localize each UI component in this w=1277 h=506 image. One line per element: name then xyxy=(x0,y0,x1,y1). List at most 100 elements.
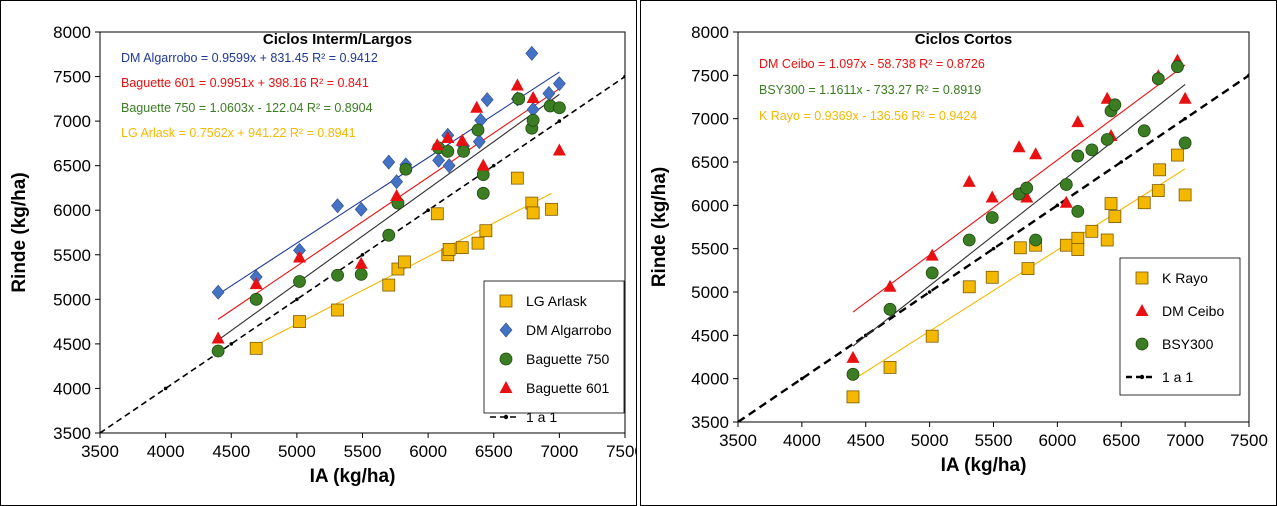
one-to-one-point xyxy=(229,342,234,346)
data-point-k-rayo xyxy=(846,390,860,404)
data-point-baguette-750 xyxy=(441,145,455,158)
legend-label: K Rayo xyxy=(1162,270,1208,286)
regression-equation: Baguette 601 = 0.9951x + 398.16 R² = 0.8… xyxy=(121,76,369,90)
data-point-bsy300 xyxy=(846,367,860,381)
data-point-lg-arlask xyxy=(455,241,469,255)
legend-marker-baguette-750 xyxy=(499,352,513,366)
data-point-baguette-601 xyxy=(390,188,404,201)
data-point-k-rayo xyxy=(1137,196,1151,210)
data-point-lg-arlask xyxy=(471,236,485,250)
data-point-bsy300 xyxy=(1100,133,1114,146)
data-point-k-rayo xyxy=(962,280,976,294)
y-tick-label: 7000 xyxy=(53,112,91,131)
data-point-dm-algarrobo xyxy=(442,158,456,174)
regression-equation: DM Algarrobo = 0.9599x + 831.45 R² = 0.9… xyxy=(121,51,378,65)
y-tick-label: 4500 xyxy=(691,326,729,345)
regression-equation: DM Ceibo = 1.097x - 58.738 R² = 0.8726 xyxy=(759,57,985,71)
data-point-bsy300 xyxy=(1171,60,1184,74)
one-to-one-point xyxy=(426,208,430,213)
data-point-dm-ceibo xyxy=(1178,91,1192,104)
data-point-dm-algarrobo xyxy=(472,134,486,150)
data-point-k-rayo xyxy=(1085,224,1099,238)
legend-label: DM Algarrobo xyxy=(526,322,612,338)
series-baguette-750 xyxy=(211,92,566,358)
x-tick-label: 7500 xyxy=(606,442,636,461)
data-point-dm-ceibo xyxy=(985,190,999,203)
data-point-bsy300 xyxy=(1071,204,1085,218)
regression-equation: K Rayo = 0.9369x - 136.56 R² = 0.9424 xyxy=(759,109,977,123)
data-point-dm-algarrobo xyxy=(382,154,396,170)
data-point-bsy300 xyxy=(1178,136,1192,150)
data-point-bsy300 xyxy=(883,302,897,316)
data-point-dm-algarrobo xyxy=(480,92,494,108)
data-point-baguette-601 xyxy=(293,250,306,263)
data-point-dm-ceibo xyxy=(1071,115,1085,128)
data-point-bsy300 xyxy=(1085,143,1099,157)
series-baguette-601 xyxy=(211,78,566,344)
data-point-dm-ceibo xyxy=(883,279,897,292)
data-point-baguette-750 xyxy=(552,101,566,115)
y-tick-label: 7500 xyxy=(53,68,91,87)
data-point-baguette-750 xyxy=(293,275,306,288)
y-tick-label: 5000 xyxy=(53,290,91,309)
data-point-k-rayo xyxy=(1108,210,1122,224)
regression-equation: Baguette 750 = 1.0603x - 122.04 R² = 0.8… xyxy=(121,101,373,115)
one-to-one-point xyxy=(800,376,804,381)
one-to-one-point xyxy=(991,246,996,251)
one-to-one-series xyxy=(738,73,1249,422)
data-point-dm-algarrobo xyxy=(211,284,225,300)
legend-marker-one-to-one-dot xyxy=(1139,374,1145,380)
data-point-dm-ceibo xyxy=(1012,140,1026,153)
x-axis: 3500 4000 4500 5000 5500 6000 6500 7000 7500 xyxy=(81,433,636,461)
data-point-bsy300 xyxy=(962,233,976,247)
series-k-rayo xyxy=(846,148,1192,404)
data-point-baguette-601 xyxy=(430,138,444,151)
data-point-k-rayo xyxy=(1178,188,1192,202)
data-point-baguette-750 xyxy=(471,123,485,137)
data-point-baguette-750 xyxy=(211,344,225,358)
y-tick-label: 6500 xyxy=(53,157,91,176)
y-axis-title: Rinde (kg/ha) xyxy=(649,167,670,287)
y-tick-label: 5000 xyxy=(691,283,729,302)
y-axis-title: Rinde (kg/ha) xyxy=(9,172,30,292)
x-tick-label: 3500 xyxy=(719,431,757,450)
data-point-lg-arlask xyxy=(545,202,558,216)
one-to-one-point xyxy=(557,119,562,123)
data-point-baguette-601 xyxy=(441,131,455,144)
data-point-k-rayo xyxy=(1071,231,1085,245)
chart-title: Ciclos Interm/Largos xyxy=(263,31,412,48)
data-point-dm-algarrobo xyxy=(552,76,566,92)
x-tick-label: 6500 xyxy=(475,442,513,461)
data-point-k-rayo xyxy=(883,360,897,374)
data-point-k-rayo xyxy=(1104,197,1118,211)
data-point-lg-arlask xyxy=(430,207,444,221)
data-point-lg-arlask xyxy=(479,224,493,238)
legend-marker-dm-algarrobo xyxy=(499,322,513,338)
one-to-one-point xyxy=(1247,73,1249,78)
x-tick-label: 4500 xyxy=(212,442,250,461)
data-point-lg-arlask xyxy=(442,243,456,256)
x-tick-label: 6000 xyxy=(409,442,447,461)
y-axis: 3500 4000 4500 5000 5500 6000 6500 7000 7500 8000 xyxy=(691,23,738,432)
x-tick-label: 4000 xyxy=(147,442,185,461)
data-point-baguette-750 xyxy=(526,113,540,127)
x-tick-label: 5000 xyxy=(278,442,316,461)
chart-title: Ciclos Cortos xyxy=(915,31,1013,48)
one-to-one-point xyxy=(360,252,365,257)
data-point-bsy300 xyxy=(985,211,999,224)
data-point-baguette-601 xyxy=(354,256,368,269)
legend-marker-bsy300 xyxy=(1135,337,1149,351)
data-point-k-rayo xyxy=(1153,163,1166,177)
data-point-dm-algarrobo xyxy=(390,174,404,190)
legend-label: LG Arlask xyxy=(526,293,588,309)
trendline-1 xyxy=(217,88,560,320)
y-tick-label: 3500 xyxy=(691,413,729,432)
data-point-k-rayo xyxy=(1059,238,1073,252)
data-point-lg-arlask xyxy=(526,206,540,220)
y-axis: 3500 4000 4500 5000 5500 6000 6500 7000 7500 8000 xyxy=(53,23,100,443)
x-axis-title: IA (kg/ha) xyxy=(941,455,1027,476)
data-point-k-rayo xyxy=(1071,243,1085,256)
x-tick-label: 5500 xyxy=(344,442,382,461)
data-point-dm-ceibo xyxy=(925,248,939,261)
x-tick-label: 3500 xyxy=(81,442,119,461)
